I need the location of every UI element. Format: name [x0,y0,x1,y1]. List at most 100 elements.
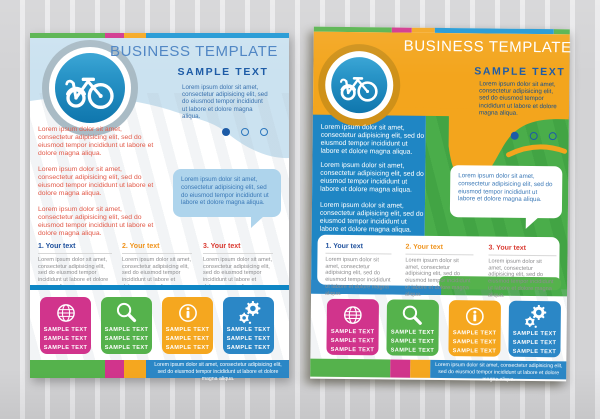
tile-label: SAMPLE TEXT [226,327,271,333]
pagination-dots [222,128,268,136]
section-body: Lorem ipsum dolor sit amet, consectetur … [488,258,554,299]
bar-segment-orange [410,359,431,378]
tile-label: SAMPLE TEXT [104,344,149,351]
tile-label: SAMPLE TEXT [512,348,557,356]
bar-segment-orange [124,33,146,38]
section-column-2: 2. Your text Lorem ipsum dolor sit amet,… [405,243,474,299]
bar-segment-magenta [390,359,411,378]
page-title: BUSINESS TEMPLATE [403,37,572,57]
tile-label: SAMPLE TEXT [43,335,88,342]
feature-tile-search: SAMPLE TEXT SAMPLE TEXT SAMPLE TEXT [101,297,152,354]
tile-label: SAMPLE TEXT [165,327,210,333]
bicycle-icon [340,77,378,102]
pagination-dot [241,128,249,136]
footer-text: Lorem ipsum dolor sit amet, consectetur … [154,362,282,383]
feature-tile-globe: SAMPLE TEXT SAMPLE TEXT SAMPLE TEXT [40,297,91,354]
body-paragraph: Lorem ipsum dolor sit amet, consectetur … [320,123,425,156]
info-icon [465,307,484,326]
bicycle-icon [65,77,114,109]
section-column-3: 3. Your text Lorem ipsum dolor sit amet,… [488,244,557,300]
footer-color-bar: Lorem ipsum dolor sit amet, consectetur … [30,360,289,382]
section-column-1: 1. Your text Lorem ipsum dolor sit amet,… [38,243,112,291]
page-title: BUSINESS TEMPLATE [109,43,279,60]
speech-bubble: Lorem ipsum dolor sit amet, consectetur … [173,169,281,228]
globe-icon [56,304,75,322]
tile-label: SAMPLE TEXT [43,344,88,351]
section-heading: 3. Your text [488,244,557,257]
body-paragraph: Lorem ipsum dolor sit amet, consectetur … [38,126,154,158]
feature-tile-settings: SAMPLE TEXT SAMPLE TEXT SAMPLE TEXT [223,297,274,354]
intro-paragraph: Lorem ipsum dolor sit amet, consectetur … [478,80,557,117]
footer-text: Lorem ipsum dolor sit amet, consectetur … [435,361,563,383]
tile-label: SAMPLE TEXT [330,346,375,354]
footer-color-bar: Lorem ipsum dolor sit amet, consectetur … [310,358,567,383]
section-column-3: 3. Your text Lorem ipsum dolor sit amet,… [203,243,273,291]
top-color-bar [30,33,289,38]
tile-label: SAMPLE TEXT [330,328,375,336]
body-paragraph: Lorem ipsum dolor sit amet, consectetur … [38,206,154,238]
bar-segment-green [30,33,105,38]
section-column-1: 1. Your text Lorem ipsum dolor sit amet,… [325,242,392,298]
section-heading: 1. Your text [325,242,392,255]
speech-bubble-tail [525,216,540,230]
brochure-template-left: BUSINESS TEMPLATE SAMPLE TEXT Lorem ipsu… [30,33,289,382]
circle-blue-core [55,53,125,123]
section-heading: 2. Your text [405,243,474,256]
pagination-dot [548,132,557,141]
speech-bubble-tail [250,216,264,228]
magnifier-icon [116,302,136,323]
divider-line [30,285,289,290]
speech-bubble: Lorem ipsum dolor sit amet, consectetur … [449,165,563,230]
tile-label: SAMPLE TEXT [104,335,149,342]
tile-label: SAMPLE TEXT [512,339,557,347]
tile-label: SAMPLE TEXT [165,344,210,351]
pagination-dot-active [222,128,230,136]
speech-bubble-text: Lorem ipsum dolor sit amet, consectetur … [181,176,269,207]
pagination-dot [260,128,268,136]
tile-label: SAMPLE TEXT [226,335,271,342]
tile-label: SAMPLE TEXT [452,330,497,337]
tile-label: SAMPLE TEXT [390,338,435,345]
body-paragraph: Lorem ipsum dolor sit amet, consectetur … [319,201,424,234]
tile-label: SAMPLE TEXT [165,335,210,342]
bar-segment-green [310,358,391,378]
section-heading: 1. Your text [38,243,112,254]
bar-segment-orange [124,360,146,378]
bar-segment-magenta [105,33,124,38]
tile-label: SAMPLE TEXT [452,339,497,346]
page-subtitle: SAMPLE TEXT [177,66,269,78]
header-wave [312,106,569,184]
section-body: Lorem ipsum dolor sit amet, consectetur … [325,256,391,297]
tile-label: SAMPLE TEXT [390,329,435,336]
globe-icon [343,306,362,324]
feature-tile-info: SAMPLE TEXT SAMPLE TEXT SAMPLE TEXT [162,297,213,354]
pagination-dot-active [510,131,519,140]
bar-segment-magenta [105,360,124,378]
feature-tile-globe: SAMPLE TEXT SAMPLE TEXT SAMPLE TEXT [326,298,379,356]
body-paragraph: Lorem ipsum dolor sit amet, consectetur … [38,166,154,198]
tile-label: SAMPLE TEXT [512,330,557,338]
body-paragraph: Lorem ipsum dolor sit amet, consectetur … [320,161,424,194]
tile-label: SAMPLE TEXT [330,337,375,345]
section-heading: 2. Your text [122,243,192,254]
gears-icon [238,300,260,324]
speech-bubble-text: Lorem ipsum dolor sit amet, consectetur … [458,172,553,204]
magnifier-icon [402,305,422,325]
bar-segment-blue [146,360,289,378]
info-icon [178,304,197,322]
tile-label: SAMPLE TEXT [390,347,435,354]
feature-tile-search: SAMPLE TEXT SAMPLE TEXT SAMPLE TEXT [386,299,439,356]
brand-circle [42,40,138,136]
tile-label: SAMPLE TEXT [43,327,88,333]
intro-paragraph: Lorem ipsum dolor sit amet, consectetur … [182,84,268,120]
section-column-2: 2. Your text Lorem ipsum dolor sit amet,… [122,243,192,291]
brand-circle [317,43,401,127]
feature-tile-info: SAMPLE TEXT SAMPLE TEXT SAMPLE TEXT [448,300,501,357]
pagination-dots [510,131,557,141]
feature-tile-settings: SAMPLE TEXT SAMPLE TEXT SAMPLE TEXT [508,300,561,358]
page-subtitle: SAMPLE TEXT [474,65,566,79]
gears-icon [525,305,547,328]
tile-label: SAMPLE TEXT [104,327,149,333]
bar-segment-blue [146,33,289,38]
